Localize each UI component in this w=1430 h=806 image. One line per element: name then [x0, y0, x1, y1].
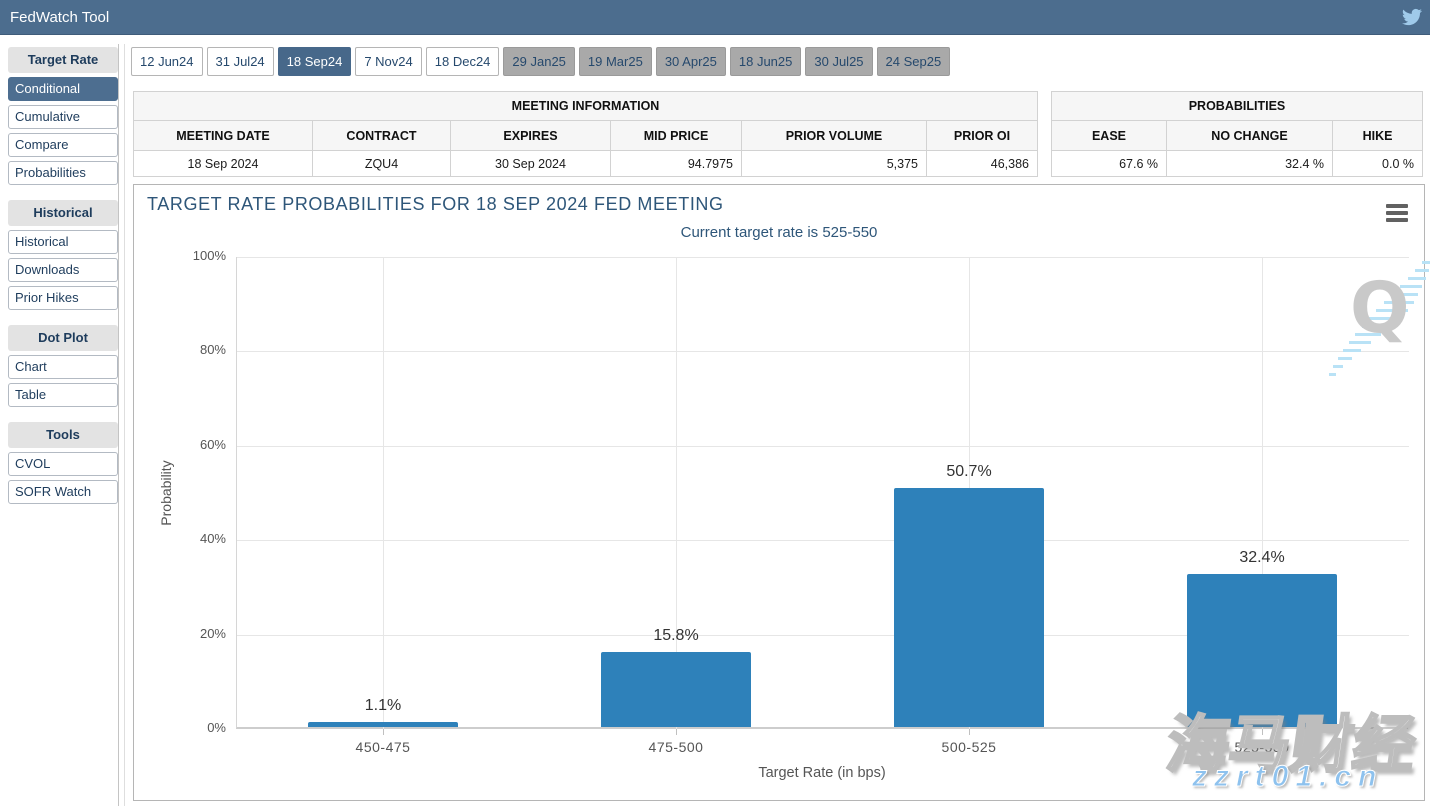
- sidebar-section-historical: Historical Historical Downloads Prior Hi…: [8, 200, 118, 310]
- tab-19-mar25[interactable]: 19 Mar25: [579, 47, 652, 76]
- sidebar-item-sofr-watch[interactable]: SOFR Watch: [8, 480, 118, 504]
- col-expires: EXPIRES: [451, 121, 611, 151]
- bar-value-label: 50.7%: [894, 463, 1044, 481]
- tab-30-jul25[interactable]: 30 Jul25: [805, 47, 872, 76]
- target-rate-chart-panel: TARGET RATE PROBABILITIES FOR 18 SEP 202…: [133, 184, 1425, 801]
- bar-450-475[interactable]: 1.1%: [308, 722, 458, 727]
- gridline-60: [237, 446, 1409, 447]
- sidebar-divider: [118, 44, 119, 806]
- bar-value-label: 32.4%: [1187, 549, 1337, 567]
- sidebar-header-historical: Historical: [8, 200, 118, 226]
- probabilities-table: PROBABILITIES EASE NO CHANGE HIKE 67.6 %…: [1051, 91, 1423, 177]
- probabilities-caption: PROBABILITIES: [1052, 92, 1423, 121]
- chart-subtitle: Current target rate is 525-550: [134, 224, 1424, 241]
- sidebar-section-dot-plot: Dot Plot Chart Table: [8, 325, 118, 407]
- chart-menu-icon[interactable]: [1386, 204, 1408, 225]
- col-mid-price: MID PRICE: [611, 121, 742, 151]
- mid-price-value: 94.7975: [611, 151, 742, 177]
- sidebar-section-target-rate: Target Rate Conditional Cumulative Compa…: [8, 47, 118, 185]
- tab-18-jun25[interactable]: 18 Jun25: [730, 47, 802, 76]
- top-bar: FedWatch Tool: [0, 0, 1430, 35]
- sidebar: Target Rate Conditional Cumulative Compa…: [8, 47, 118, 519]
- plot-area: 1.1% 15.8% 50.7% 32.4% 450-475 475-500 5…: [236, 257, 1408, 729]
- no-change-value: 32.4 %: [1167, 151, 1333, 177]
- bar-value-label: 1.1%: [308, 697, 458, 715]
- bar-525-550[interactable]: 32.4%: [1187, 574, 1337, 727]
- sidebar-divider-light: [124, 44, 125, 806]
- col-contract: CONTRACT: [313, 121, 451, 151]
- sidebar-item-probabilities[interactable]: Probabilities: [8, 161, 118, 185]
- gridline-40: [237, 540, 1409, 541]
- meeting-information-table: MEETING INFORMATION MEETING DATE CONTRAC…: [133, 91, 1038, 177]
- sidebar-item-downloads[interactable]: Downloads: [8, 258, 118, 282]
- prior-oi-value: 46,386: [927, 151, 1038, 177]
- vgridline-1: [383, 257, 384, 729]
- x-tick-4: [1262, 729, 1263, 735]
- tab-12-jun24[interactable]: 12 Jun24: [131, 47, 203, 76]
- meeting-info-caption: MEETING INFORMATION: [134, 92, 1038, 121]
- hike-value: 0.0 %: [1333, 151, 1423, 177]
- tab-29-jan25[interactable]: 29 Jan25: [503, 47, 575, 76]
- y-tick-100: 100%: [164, 248, 226, 263]
- tab-7-nov24[interactable]: 7 Nov24: [355, 47, 421, 76]
- col-prior-oi: PRIOR OI: [927, 121, 1038, 151]
- y-tick-80: 80%: [164, 342, 226, 357]
- sidebar-header-dot-plot: Dot Plot: [8, 325, 118, 351]
- x-label-475-500: 475-500: [601, 739, 751, 755]
- col-no-change: NO CHANGE: [1167, 121, 1333, 151]
- sidebar-item-table[interactable]: Table: [8, 383, 118, 407]
- sidebar-header-tools: Tools: [8, 422, 118, 448]
- y-tick-20: 20%: [164, 626, 226, 641]
- meeting-info-row: 18 Sep 2024 ZQU4 30 Sep 2024 94.7975 5,3…: [134, 151, 1038, 177]
- gridline-100: [237, 257, 1409, 258]
- bar-475-500[interactable]: 15.8%: [601, 652, 751, 727]
- sidebar-header-target-rate: Target Rate: [8, 47, 118, 73]
- sidebar-item-cumulative[interactable]: Cumulative: [8, 105, 118, 129]
- y-axis-title: Probability: [158, 433, 174, 553]
- x-tick-3: [969, 729, 970, 735]
- tab-31-jul24[interactable]: 31 Jul24: [207, 47, 274, 76]
- expires-value: 30 Sep 2024: [451, 151, 611, 177]
- x-axis-title: Target Rate (in bps): [236, 765, 1408, 781]
- y-tick-0: 0%: [164, 720, 226, 735]
- col-hike: HIKE: [1333, 121, 1423, 151]
- sidebar-item-chart[interactable]: Chart: [8, 355, 118, 379]
- tab-18-dec24[interactable]: 18 Dec24: [426, 47, 500, 76]
- sidebar-section-tools: Tools CVOL SOFR Watch: [8, 422, 118, 504]
- x-tick-1: [383, 729, 384, 735]
- sidebar-item-cvol[interactable]: CVOL: [8, 452, 118, 476]
- contract-value: ZQU4: [313, 151, 451, 177]
- col-meeting-date: MEETING DATE: [134, 121, 313, 151]
- meeting-date-value: 18 Sep 2024: [134, 151, 313, 177]
- app-title: FedWatch Tool: [0, 9, 109, 26]
- col-ease: EASE: [1052, 121, 1167, 151]
- sidebar-item-historical[interactable]: Historical: [8, 230, 118, 254]
- sidebar-item-prior-hikes[interactable]: Prior Hikes: [8, 286, 118, 310]
- tab-18-sep24[interactable]: 18 Sep24: [278, 47, 352, 76]
- prior-volume-value: 5,375: [742, 151, 927, 177]
- x-tick-2: [676, 729, 677, 735]
- sidebar-item-conditional[interactable]: Conditional: [8, 77, 118, 101]
- x-label-525-550: 525-550: [1187, 739, 1337, 755]
- col-prior-volume: PRIOR VOLUME: [742, 121, 927, 151]
- bar-value-label: 15.8%: [601, 627, 751, 645]
- sidebar-item-compare[interactable]: Compare: [8, 133, 118, 157]
- gridline-80: [237, 351, 1409, 352]
- tab-30-apr25[interactable]: 30 Apr25: [656, 47, 726, 76]
- ease-value: 67.6 %: [1052, 151, 1167, 177]
- chart-title: TARGET RATE PROBABILITIES FOR 18 SEP 202…: [147, 194, 724, 215]
- probabilities-row: 67.6 % 32.4 % 0.0 %: [1052, 151, 1423, 177]
- twitter-icon[interactable]: [1402, 7, 1422, 27]
- x-label-450-475: 450-475: [308, 739, 458, 755]
- tab-24-sep25[interactable]: 24 Sep25: [877, 47, 951, 76]
- meeting-date-tabs: 12 Jun24 31 Jul24 18 Sep24 7 Nov24 18 De…: [131, 47, 950, 76]
- x-label-500-525: 500-525: [894, 739, 1044, 755]
- bar-500-525[interactable]: 50.7%: [894, 488, 1044, 727]
